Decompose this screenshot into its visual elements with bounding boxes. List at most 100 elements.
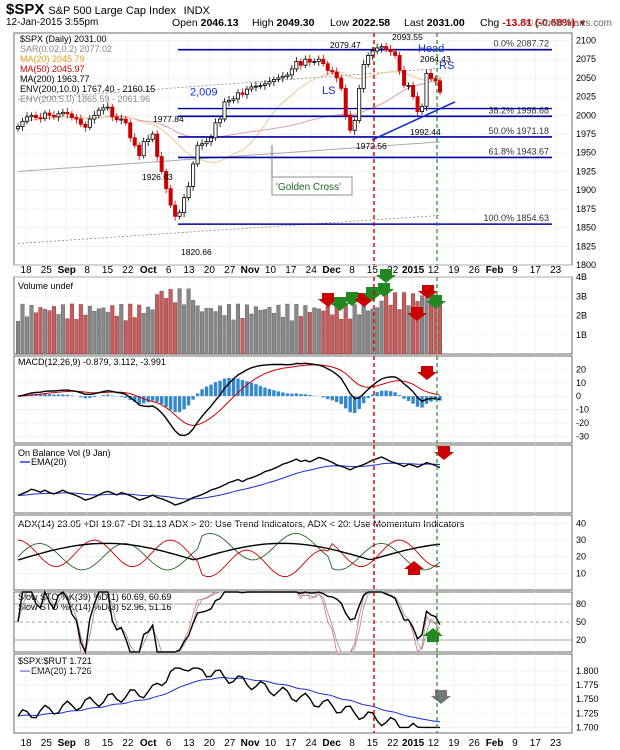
macd-histogram-bar [290,393,294,397]
macd-histogram-bar [142,396,146,404]
y-tick-label: 1875 [576,204,596,214]
x-tick-label: Oct [140,738,157,749]
y-tick-label: 1.800 [576,666,599,676]
volume-bar [397,309,402,355]
chart-title: $SPX S&P 500 Large Cap Index INDX [6,1,210,18]
candle [110,106,115,118]
candle [159,156,164,172]
x-tick-label: Sep [58,738,76,749]
candle [65,111,70,115]
y-tick-label: 1B [576,330,587,340]
volume-bar [231,319,236,355]
macd-histogram-bar [182,396,186,410]
candle [411,84,416,98]
exchange: INDX [183,5,210,17]
candle [366,55,371,65]
adx-title: ADX(14) 23.05 +DI 19.67 -DI 31.13 ADX > … [18,519,465,530]
volume-bar [69,303,74,355]
volume-bar [87,305,92,355]
fib-label: 61.8% 1943.67 [488,146,549,156]
macd-histogram-bar [281,392,285,397]
macd-histogram-bar [213,382,218,397]
price-annotation: 1992.44 [410,127,441,137]
sto-short-title: Slow STO %K(14) %D(3) 52.96, 51.16 [18,602,171,612]
x-tick-label: 10 [265,738,277,749]
candle [128,122,133,139]
down-arrow-icon: ▼ [578,18,587,28]
volume-bar [366,310,371,355]
trendline [371,101,456,141]
volume-bar [114,315,119,355]
date-stamp: 12-Jan-2015 3:55pm [6,17,99,28]
price-annotation: 2093.55 [392,32,423,42]
y-tick-label: 1800 [576,260,596,270]
x-tick-label: 27 [224,265,236,276]
x-tick-label: 6 [166,265,172,276]
macd-histogram-bar [249,382,254,397]
macd-histogram-bar [177,396,182,413]
volume-bar [433,294,438,355]
volume-bar [406,305,411,355]
x-tick-label: 24 [306,265,318,276]
x-tick-label: 8 [84,265,90,276]
macd-histogram-bar [173,396,177,413]
candle [92,114,97,120]
volume-bar [429,298,434,355]
macd-histogram-bar [272,390,276,397]
y-tick-label: -10 [576,405,589,415]
candle [42,112,47,119]
panel-frame-4 [13,514,573,591]
volume-bar [271,312,276,355]
ma20-line [17,71,441,163]
quote-last: Last 2031.00 [404,17,465,29]
candle [415,96,420,112]
macd-histogram-bar [299,394,303,397]
x-tick-label: 27 [224,738,236,749]
candle [56,113,61,118]
candle [51,114,56,118]
candle [240,92,245,95]
candle [101,107,106,111]
candle [33,114,38,118]
macd-histogram-bar [124,396,128,398]
volume-bar [267,306,272,355]
macd-histogram-bar [92,396,97,398]
macd-histogram-bar [61,394,65,397]
volume-bar [343,303,348,355]
volume-bar [361,306,366,355]
x-tick-label: 12 [428,738,440,749]
volume-bar [411,293,416,355]
macd-histogram-bar [155,396,159,402]
macd-histogram-bar [204,386,209,397]
macd-histogram-bar [70,395,74,397]
macd-histogram-bar [137,396,141,405]
candle [316,58,321,62]
volume-bar [155,294,160,355]
candle [119,118,124,121]
x-tick-label: 17 [285,738,297,749]
candle [226,99,231,103]
signal-arrow-icon [376,269,396,283]
y-tick-label: 40 [576,518,586,528]
minus-di-line [17,539,441,577]
candle [294,61,299,70]
volume-bar [51,306,56,355]
candle [15,126,20,130]
volume-bar [177,288,182,355]
macd-histogram-bar [65,394,70,397]
obv-ema-line [17,462,441,500]
legend-entry: ENV(200,5.0) 1865.59 - 2061.96 [20,94,150,104]
volume-bar [240,318,245,355]
candle [424,73,429,107]
candle [83,123,88,128]
candle [429,73,434,80]
signal-arrow-icon [431,690,451,704]
volume-bar [294,303,299,355]
signal-arrow-icon [426,295,446,309]
candle [141,141,146,157]
legend-entry: MA(50) 2045.97 [20,64,85,74]
y-tick-label: -20 [576,418,589,428]
macd-histogram-bar [168,396,173,410]
candle [357,87,362,121]
candle [433,78,438,82]
